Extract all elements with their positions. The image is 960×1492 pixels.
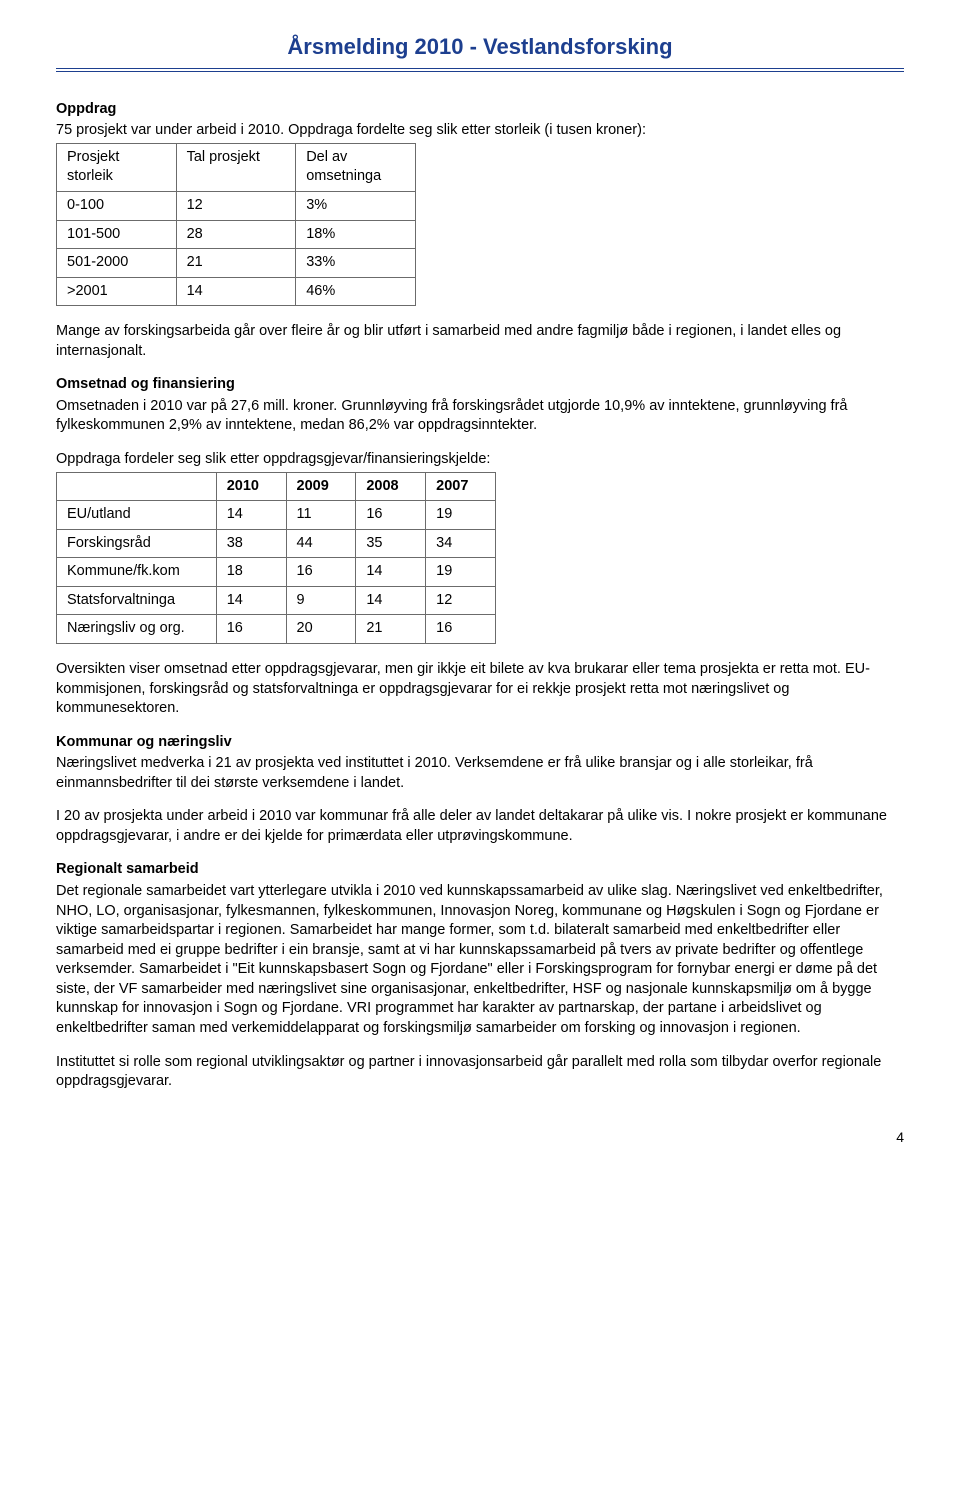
cell: 46% [296, 277, 416, 306]
heading-regionalt: Regionalt samarbeid [56, 860, 904, 880]
paragraph-oversikten: Oversikten viser omsetnad etter oppdrags… [56, 660, 904, 719]
cell: 11 [286, 501, 356, 530]
cell: 44 [286, 529, 356, 558]
table-row: 501-2000 21 33% [57, 249, 416, 278]
cell: 101-500 [57, 220, 177, 249]
col-header: 2009 [286, 472, 356, 501]
paragraph-kommunar-2: I 20 av prosjekta under arbeid i 2010 va… [56, 807, 904, 846]
col-header: 2007 [426, 472, 496, 501]
paragraph-oppdrag-intro: 75 prosjekt var under arbeid i 2010. Opp… [56, 121, 904, 141]
cell: 28 [176, 220, 296, 249]
table-row: Statsforvaltninga 14 9 14 12 [57, 586, 496, 615]
table-financing-source: 2010 2009 2008 2007 EU/utland 14 11 16 1… [56, 472, 496, 644]
table-row: 2010 2009 2008 2007 [57, 472, 496, 501]
paragraph-omsetnad-1: Omsetnaden i 2010 var på 27,6 mill. kron… [56, 397, 904, 436]
heading-omsetnad: Omsetnad og finansiering [56, 375, 904, 395]
col-header: Prosjekt storleik [57, 143, 177, 191]
cell: 14 [216, 586, 286, 615]
cell: 16 [356, 501, 426, 530]
cell: >2001 [57, 277, 177, 306]
cell: 18 [216, 558, 286, 587]
cell: 14 [176, 277, 296, 306]
cell: 33% [296, 249, 416, 278]
cell: 0-100 [57, 191, 177, 220]
cell: 14 [216, 501, 286, 530]
table-row: 0-100 12 3% [57, 191, 416, 220]
cell: 3% [296, 191, 416, 220]
table-row: Prosjekt storleik Tal prosjekt Del av om… [57, 143, 416, 191]
cell: 501-2000 [57, 249, 177, 278]
cell: 12 [426, 586, 496, 615]
heading-kommunar: Kommunar og næringsliv [56, 733, 904, 753]
cell: 21 [356, 615, 426, 644]
table-row: 101-500 28 18% [57, 220, 416, 249]
col-header: Tal prosjekt [176, 143, 296, 191]
page-number: 4 [56, 1128, 904, 1147]
table-row: Kommune/fk.kom 18 16 14 19 [57, 558, 496, 587]
cell: 19 [426, 501, 496, 530]
paragraph-omsetnad-2: Oppdraga fordeler seg slik etter oppdrag… [56, 450, 904, 470]
cell: 20 [286, 615, 356, 644]
row-label: Statsforvaltninga [57, 586, 217, 615]
heading-oppdrag: Oppdrag [56, 100, 904, 120]
cell: 14 [356, 586, 426, 615]
row-label: EU/utland [57, 501, 217, 530]
cell: 18% [296, 220, 416, 249]
table-row: Næringsliv og org. 16 20 21 16 [57, 615, 496, 644]
row-label: Forskingsråd [57, 529, 217, 558]
table-row: Forskingsråd 38 44 35 34 [57, 529, 496, 558]
cell: 16 [216, 615, 286, 644]
table-project-size: Prosjekt storleik Tal prosjekt Del av om… [56, 143, 416, 306]
cell: 16 [286, 558, 356, 587]
cell: 21 [176, 249, 296, 278]
col-header: 2010 [216, 472, 286, 501]
col-header: 2008 [356, 472, 426, 501]
col-header: Del av omsetninga [296, 143, 416, 191]
cell: 19 [426, 558, 496, 587]
cell: 9 [286, 586, 356, 615]
paragraph-regionalt-2: Instituttet si rolle som regional utvikl… [56, 1053, 904, 1092]
paragraph-forskingsarbeida: Mange av forskingsarbeida går over fleir… [56, 322, 904, 361]
header-divider [56, 68, 904, 72]
page-header-title: Årsmelding 2010 - Vestlandsforsking [56, 32, 904, 62]
table-row: EU/utland 14 11 16 19 [57, 501, 496, 530]
table-row: >2001 14 46% [57, 277, 416, 306]
cell: 38 [216, 529, 286, 558]
row-label: Kommune/fk.kom [57, 558, 217, 587]
cell: 14 [356, 558, 426, 587]
paragraph-regionalt-1: Det regionale samarbeidet vart ytterlega… [56, 882, 904, 1039]
cell: 35 [356, 529, 426, 558]
cell: 34 [426, 529, 496, 558]
row-label: Næringsliv og org. [57, 615, 217, 644]
cell: 16 [426, 615, 496, 644]
cell: 12 [176, 191, 296, 220]
col-header-empty [57, 472, 217, 501]
paragraph-kommunar-1: Næringslivet medverka i 21 av prosjekta … [56, 754, 904, 793]
